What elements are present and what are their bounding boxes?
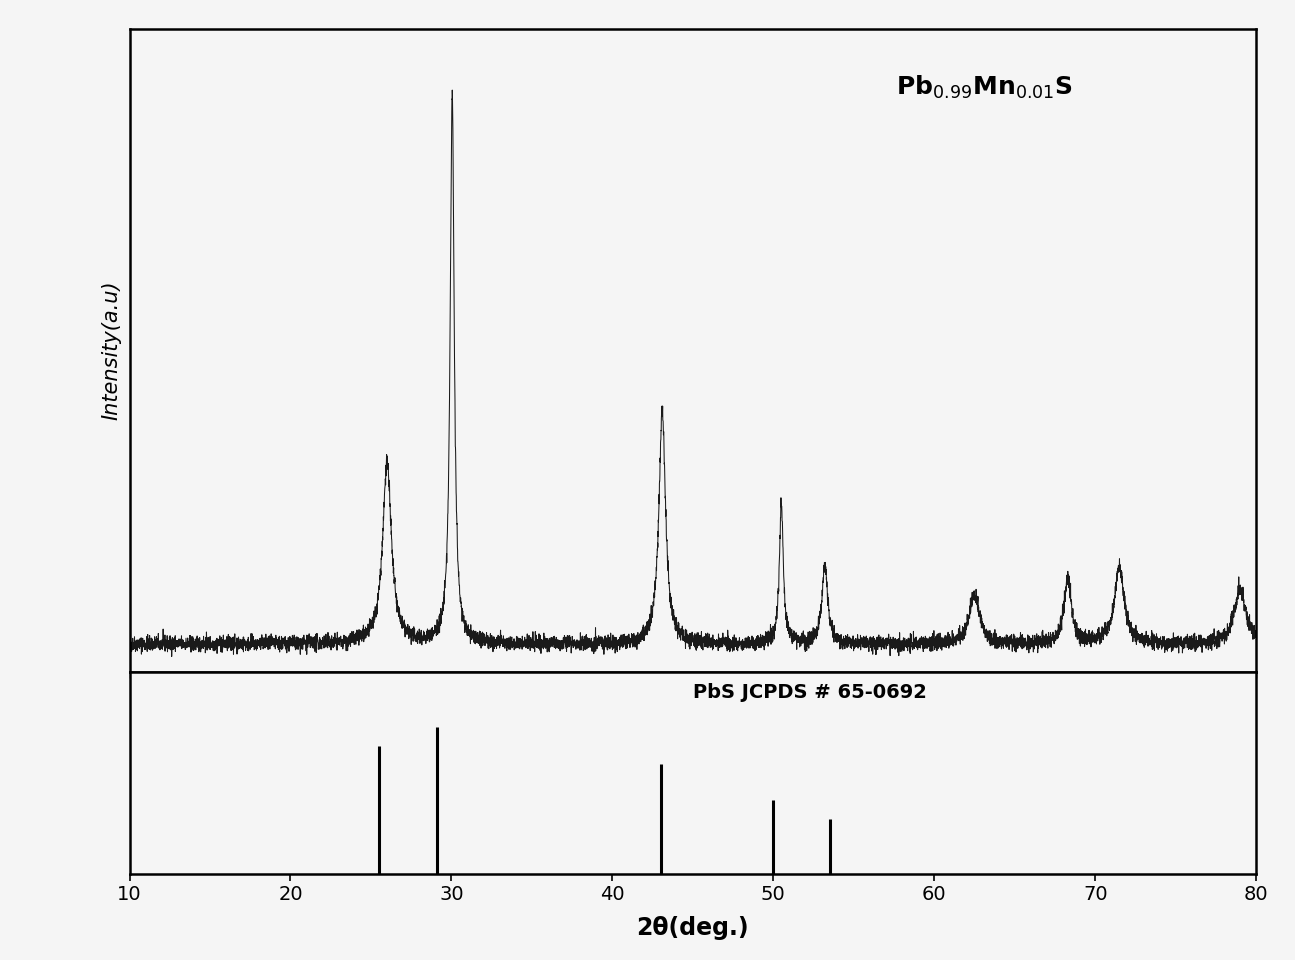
Text: PbS JCPDS # 65-0692: PbS JCPDS # 65-0692 <box>693 683 927 702</box>
Text: Pb$_{0.99}$Mn$_{0.01}$S: Pb$_{0.99}$Mn$_{0.01}$S <box>896 74 1072 101</box>
X-axis label: 2θ(deg.): 2θ(deg.) <box>637 916 749 940</box>
Y-axis label: Intensity(a.u): Intensity(a.u) <box>101 281 122 420</box>
